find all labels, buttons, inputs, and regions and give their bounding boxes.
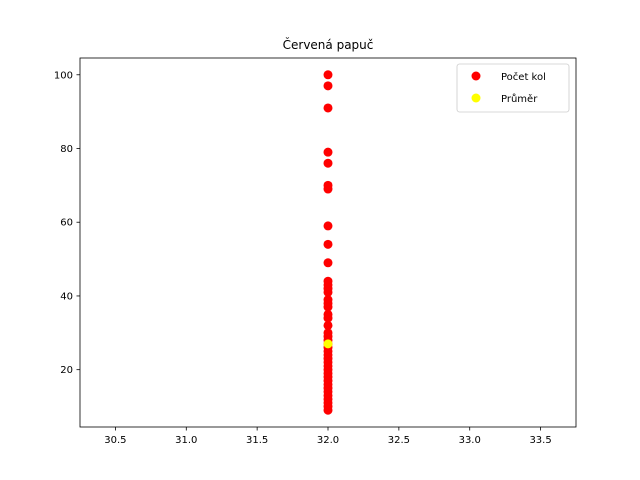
series-0-point-0 <box>323 70 333 80</box>
y-tick-label-1: 40 <box>60 291 73 302</box>
legend-marker-0 <box>471 71 481 81</box>
y-axis: 20 40 60 80 100 <box>54 70 80 376</box>
x-tick-label-1: 31.0 <box>175 435 197 446</box>
x-tick-label-3: 32.0 <box>317 435 339 446</box>
x-axis: 30.5 31.0 31.5 32.0 32.5 33.0 33.5 <box>104 427 552 446</box>
legend-label-0: Počet kol <box>501 71 546 83</box>
y-tick-label-3: 80 <box>60 144 73 155</box>
legend-marker-1 <box>471 93 481 103</box>
series-0-point-41 <box>323 405 333 415</box>
series-1-point-0 <box>323 339 333 349</box>
legend-label-1: Průměr <box>501 93 538 105</box>
x-tick-label-2: 31.5 <box>246 435 268 446</box>
x-tick-label-5: 33.0 <box>459 435 481 446</box>
legend: Počet kol Průměr <box>456 63 570 113</box>
series-0-point-4 <box>323 158 333 168</box>
series-0-point-3 <box>323 147 333 157</box>
series-0-point-7 <box>323 221 333 231</box>
legend-box <box>456 63 570 113</box>
x-tick-label-4: 32.5 <box>388 435 410 446</box>
series-0-point-18 <box>323 313 333 323</box>
x-tick-label-0: 30.5 <box>104 435 126 446</box>
series-0-point-1 <box>323 81 333 91</box>
chart-title: Červená papuč <box>283 37 374 52</box>
series-0-point-16 <box>323 302 333 312</box>
series-0-point-19 <box>323 320 333 330</box>
series-0-point-8 <box>323 239 333 249</box>
series-0-point-2 <box>323 103 333 113</box>
y-tick-label-2: 60 <box>60 218 73 229</box>
series-0-point-9 <box>323 258 333 268</box>
series-0-point-13 <box>323 287 333 297</box>
series-0-point-6 <box>323 184 333 194</box>
y-tick-label-0: 20 <box>60 365 73 376</box>
y-tick-label-4: 100 <box>54 70 73 81</box>
x-tick-label-6: 33.5 <box>529 435 551 446</box>
data-points <box>323 70 333 415</box>
